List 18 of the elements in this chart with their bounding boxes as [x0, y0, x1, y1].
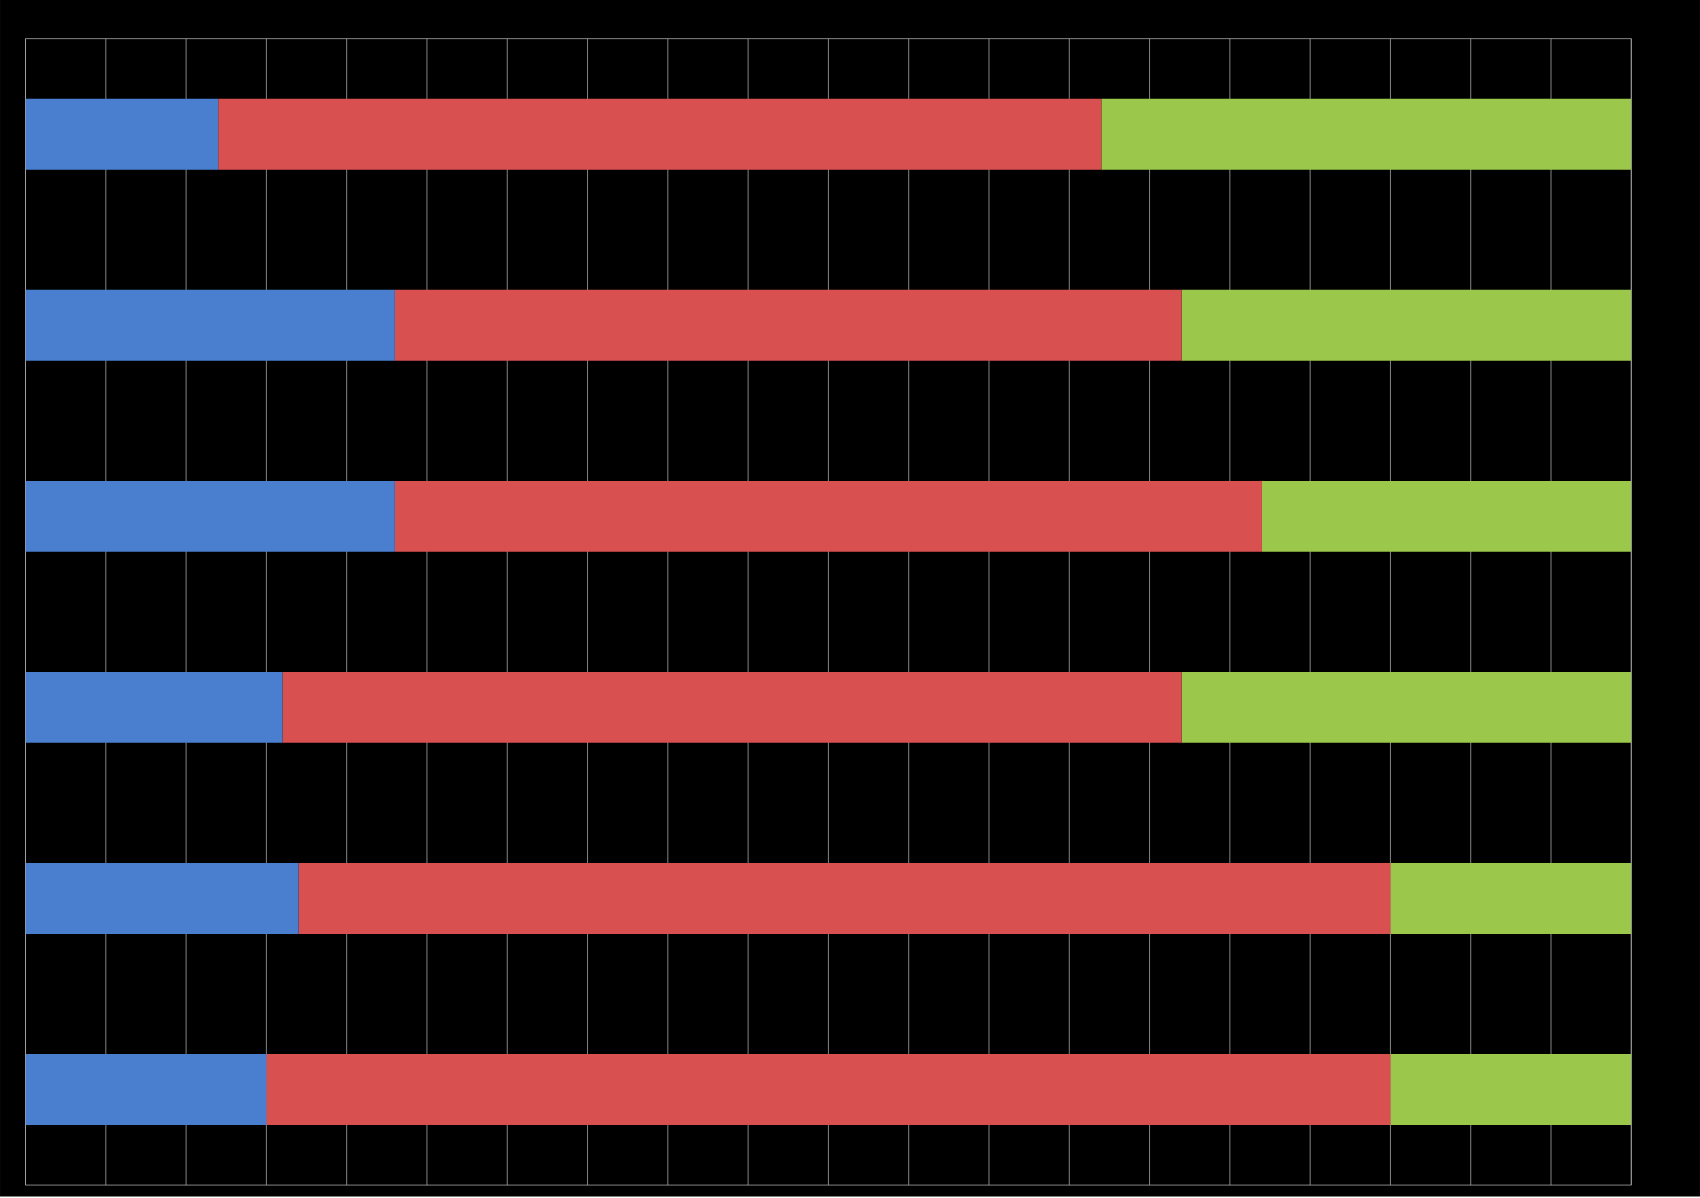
bar — [266, 1053, 1391, 1125]
bar — [25, 862, 299, 934]
bar — [1390, 862, 1632, 934]
bar — [1101, 98, 1632, 170]
bar — [394, 480, 1262, 552]
bar — [394, 289, 1182, 361]
bar — [1181, 671, 1632, 743]
bar — [298, 862, 1391, 934]
bar — [1261, 480, 1632, 552]
bar — [218, 98, 1102, 170]
bar — [282, 671, 1182, 743]
bar — [25, 98, 219, 170]
bar — [1390, 1053, 1632, 1125]
bar — [25, 1053, 267, 1125]
bar — [25, 480, 395, 552]
bar — [25, 671, 283, 743]
bar — [1181, 289, 1632, 361]
bar — [25, 289, 395, 361]
